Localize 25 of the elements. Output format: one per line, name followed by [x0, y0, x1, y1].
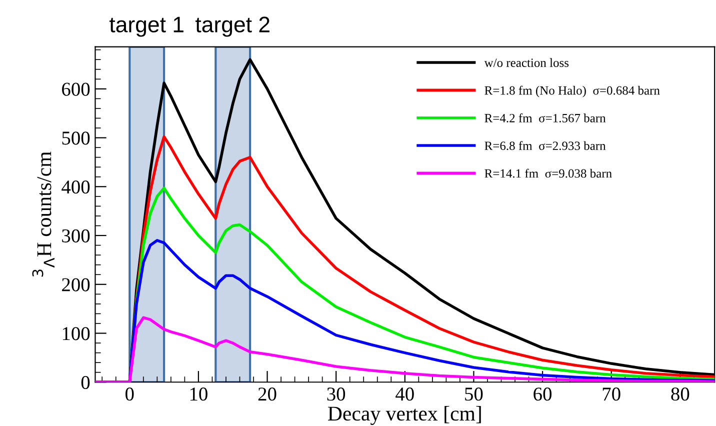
legend-label: R=6.8 fm σ=2.933 barn [484, 141, 606, 150]
x-tick-label: 30 [327, 388, 346, 401]
y-axis-title: $^{3}$$_{Λ}$H counts/cm [32, 152, 54, 277]
legend-label: R=4.2 fm σ=1.567 barn [484, 113, 606, 122]
x-tick-label: 20 [258, 388, 276, 401]
legend-label: R=1.8 fm (No Halo) σ=0.684 barn [484, 86, 660, 98]
x-tick-label: 70 [602, 388, 620, 401]
legend-label: w/o reaction loss [484, 58, 569, 67]
x-axis-title: Decay vertex [cm] [328, 406, 481, 425]
y-tick-label: 600 [62, 82, 90, 96]
x-tick-label: 0 [126, 388, 134, 401]
band-label: target 1 [110, 16, 184, 37]
legend-label: R=14.1 fm σ=9.038 barn [484, 168, 612, 178]
y-tick-label: 200 [62, 278, 90, 292]
y-tick-label: 0 [81, 376, 90, 390]
y-tick-label: 100 [62, 327, 90, 340]
x-tick-label: 40 [396, 388, 414, 401]
x-tick-label: 10 [190, 388, 208, 401]
x-tick-label: 50 [465, 388, 483, 401]
x-tick-label: 80 [671, 388, 690, 401]
y-tick-label: 500 [62, 132, 90, 145]
y-tick-label: 400 [62, 180, 90, 194]
x-tick-label: 60 [534, 388, 552, 401]
band-label: target 2 [196, 16, 270, 37]
y-tick-label: 300 [62, 229, 90, 242]
